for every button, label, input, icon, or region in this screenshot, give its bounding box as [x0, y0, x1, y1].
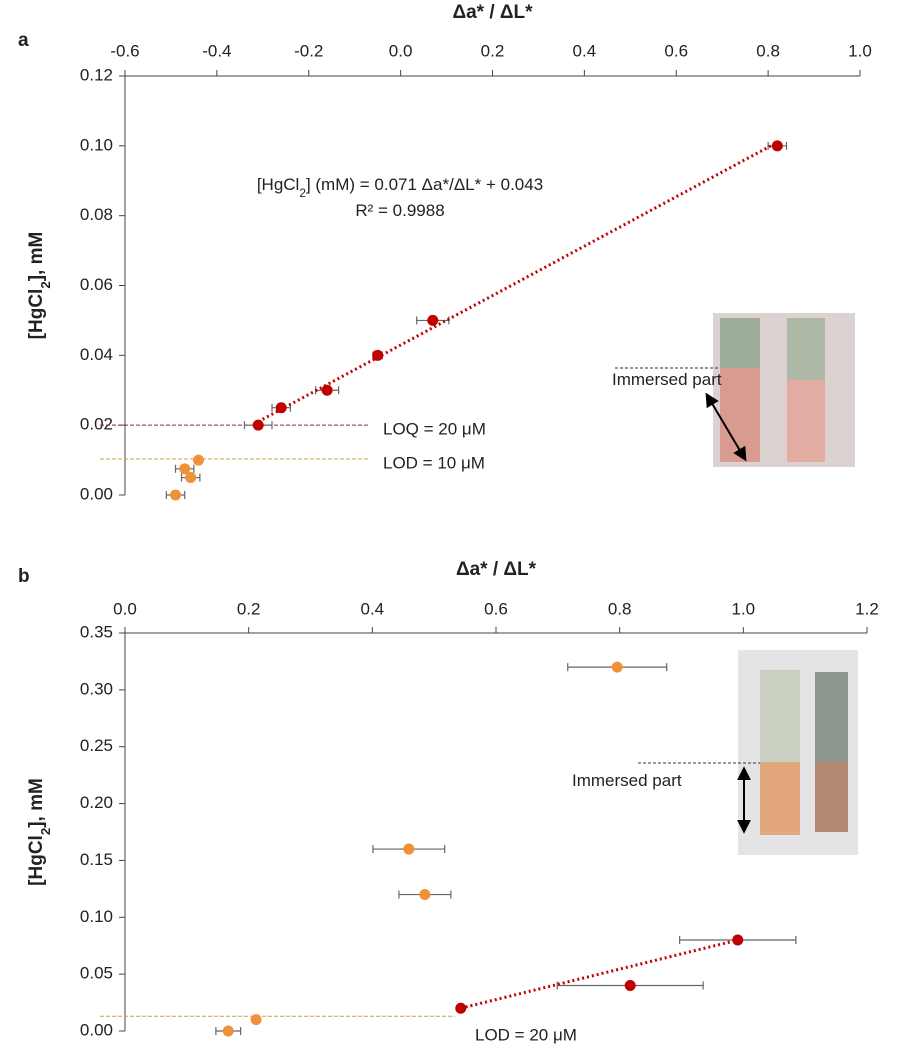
- y-tick-label: 0.35: [80, 622, 113, 641]
- data-point: [185, 472, 197, 484]
- equation-part: 2: [299, 186, 306, 200]
- trend-line: [257, 141, 779, 423]
- x-tick-label: -0.2: [294, 41, 323, 60]
- data-point: [419, 889, 431, 901]
- data-point: [193, 454, 204, 466]
- panel-label: b: [18, 566, 30, 587]
- y-tick-label: 0.25: [80, 736, 113, 755]
- data-point: [321, 384, 333, 396]
- y-tick-label: 0.08: [80, 205, 113, 224]
- x-tick-label: 1.2: [855, 599, 879, 618]
- y-tick-label: 0.10: [80, 135, 113, 154]
- y-tick-label: 0.20: [80, 793, 113, 812]
- reference-label: LOD = 20 μM: [475, 1026, 577, 1045]
- data-point: [624, 980, 636, 992]
- y-axis-title-part: 2: [38, 828, 53, 835]
- x-tick-label: -0.4: [202, 41, 231, 60]
- y-tick-label: 0.06: [80, 275, 113, 294]
- y-tick-label: 0.00: [80, 484, 113, 503]
- y-tick-label: 0.00: [80, 1020, 113, 1039]
- inset-photo-b: [638, 650, 858, 855]
- data-point: [372, 349, 384, 361]
- x-tick-label: 0.6: [664, 41, 688, 60]
- r-squared: R² = 0.9988: [355, 201, 444, 220]
- equation: [HgCl2] (mM) = 0.071 Δa*/ΔL* + 0.043: [257, 175, 543, 200]
- data-point: [771, 140, 783, 152]
- x-tick-label: 0.0: [389, 41, 413, 60]
- data-point: [611, 661, 623, 673]
- data-point: [250, 1014, 262, 1026]
- equation-part: ] (mM) = 0.071 Δa*/ΔL* + 0.043: [306, 175, 543, 194]
- x-tick-label: 0.4: [573, 41, 597, 60]
- data-point: [427, 314, 439, 326]
- y-tick-label: 0.30: [80, 679, 113, 698]
- data-point: [222, 1025, 234, 1037]
- x-tick-label: 0.2: [237, 599, 261, 618]
- inset-photo-a: [615, 313, 855, 467]
- x-tick-label: 0.4: [361, 599, 385, 618]
- reference-label: LOD = 10 μM: [383, 454, 485, 473]
- y-tick-label: 0.05: [80, 964, 113, 983]
- x-tick-label: 1.0: [848, 41, 872, 60]
- data-point: [403, 843, 415, 855]
- x-tick-label: 1.0: [732, 599, 756, 618]
- y-axis-title: [HgCl2], mM: [26, 778, 53, 886]
- data-point: [179, 463, 191, 475]
- y-axis-title-part: [HgCl: [26, 289, 47, 340]
- y-axis-title-part: 2: [38, 281, 53, 288]
- data-point: [252, 419, 264, 431]
- y-tick-label: 0.02: [80, 415, 113, 434]
- y-tick-label: 0.12: [80, 65, 113, 84]
- y-tick-label: 0.04: [80, 345, 113, 364]
- x-axis-title: Δa* / ΔL*: [452, 2, 533, 23]
- y-axis-title-part: ], mM: [26, 232, 47, 282]
- x-tick-label: 0.8: [608, 599, 632, 618]
- x-tick-label: 0.6: [484, 599, 508, 618]
- data-point: [170, 489, 182, 501]
- x-tick-label: -0.6: [110, 41, 139, 60]
- inset-label: Immersed part: [612, 370, 722, 389]
- x-axis-title: Δa* / ΔL*: [456, 559, 537, 580]
- y-axis-title-part: [HgCl: [26, 835, 47, 886]
- trend-line: [460, 938, 739, 1010]
- equation-part: [HgCl: [257, 175, 300, 194]
- x-tick-label: 0.8: [756, 41, 780, 60]
- x-tick-label: 0.0: [113, 599, 137, 618]
- y-axis-title-part: ], mM: [26, 778, 47, 828]
- y-tick-label: 0.15: [80, 850, 113, 869]
- y-tick-label: 0.10: [80, 907, 113, 926]
- inset-label: Immersed part: [572, 771, 682, 790]
- panel-label: a: [18, 30, 29, 51]
- x-tick-label: 0.2: [481, 41, 505, 60]
- y-axis-title: [HgCl2], mM: [26, 232, 53, 340]
- reference-label: LOQ = 20 μM: [383, 420, 486, 439]
